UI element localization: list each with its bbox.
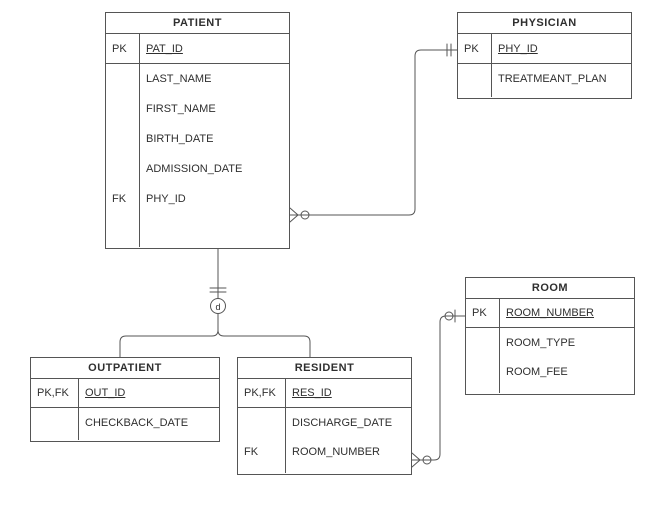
connector-isa-outpatient xyxy=(120,314,218,357)
key-cell: PK xyxy=(466,299,499,328)
key-cell: PK,FK xyxy=(238,379,285,408)
crowfoot-resident xyxy=(412,453,420,467)
key-cell: PK,FK xyxy=(31,379,78,408)
isa-completeness-bar xyxy=(210,288,226,292)
attr-column: RES_IDDISCHARGE_DATEROOM_NUMBER xyxy=(286,379,411,473)
entity-title: PHYSICIAN xyxy=(458,13,631,34)
isa-disjoint-symbol: d xyxy=(210,298,226,314)
key-cell xyxy=(106,124,139,154)
key-cell: FK xyxy=(106,184,139,214)
optional-circle-room xyxy=(445,312,453,320)
attr-cell: LAST_NAME xyxy=(140,64,289,94)
key-column: PK FK xyxy=(106,34,140,247)
entity-body: PK,FKOUT_IDCHECKBACK_DATE xyxy=(31,379,219,440)
entity-room: ROOMPKROOM_NUMBERROOM_TYPEROOM_FEE xyxy=(465,277,635,395)
optional-circle-patient xyxy=(301,211,309,219)
key-cell xyxy=(238,408,285,437)
key-cell xyxy=(31,408,78,437)
key-column: PK xyxy=(458,34,492,97)
connector-resident-room xyxy=(412,316,465,460)
attr-cell: OUT_ID xyxy=(79,379,219,408)
attr-cell: PAT_ID xyxy=(140,34,289,64)
entity-title: ROOM xyxy=(466,278,634,299)
attr-cell: ROOM_TYPE xyxy=(500,328,634,357)
entity-title: PATIENT xyxy=(106,13,289,34)
key-cell xyxy=(458,64,491,94)
key-cell xyxy=(466,328,499,357)
attr-cell: RES_ID xyxy=(286,379,411,408)
key-cell xyxy=(106,154,139,184)
attr-column: PHY_IDTREATMEANT_PLAN xyxy=(492,34,631,97)
key-cell xyxy=(106,94,139,124)
crowfoot-patient xyxy=(290,208,298,222)
attr-cell: DISCHARGE_DATE xyxy=(286,408,411,437)
attr-cell: ROOM_NUMBER xyxy=(286,437,411,466)
attr-column: OUT_IDCHECKBACK_DATE xyxy=(79,379,219,440)
attr-column: PAT_IDLAST_NAMEFIRST_NAMEBIRTH_DATEADMIS… xyxy=(140,34,289,247)
key-column: PK,FK FK xyxy=(238,379,286,473)
key-column: PK xyxy=(466,299,500,393)
connector-patient-physician xyxy=(290,50,457,215)
entity-outpatient: OUTPATIENTPK,FKOUT_IDCHECKBACK_DATE xyxy=(30,357,220,442)
optional-circle-resident xyxy=(423,456,431,464)
attr-cell: TREATMEANT_PLAN xyxy=(492,64,631,94)
attr-cell: ROOM_FEE xyxy=(500,357,634,386)
attr-cell: PHY_ID xyxy=(140,184,289,214)
entity-title: OUTPATIENT xyxy=(31,358,219,379)
entity-body: PKROOM_NUMBERROOM_TYPEROOM_FEE xyxy=(466,299,634,393)
entity-title: RESIDENT xyxy=(238,358,411,379)
mandatory-bar-physician xyxy=(447,44,451,56)
entity-patient: PATIENTPKFKPAT_IDLAST_NAMEFIRST_NAMEBIRT… xyxy=(105,12,290,249)
attr-cell: ROOM_NUMBER xyxy=(500,299,634,328)
key-cell: PK xyxy=(106,34,139,64)
attr-cell: PHY_ID xyxy=(492,34,631,64)
key-cell: FK xyxy=(238,437,285,466)
attr-cell: CHECKBACK_DATE xyxy=(79,408,219,437)
attr-cell: ADMISSION_DATE xyxy=(140,154,289,184)
entity-body: PKFKPAT_IDLAST_NAMEFIRST_NAMEBIRTH_DATEA… xyxy=(106,34,289,247)
er-diagram-canvas: d PATIENTPKFKPAT_IDLAST_NAMEFIRST_NAMEBI… xyxy=(0,0,651,511)
attr-cell: BIRTH_DATE xyxy=(140,124,289,154)
connector-isa-resident xyxy=(218,314,310,357)
key-cell: PK xyxy=(458,34,491,64)
attr-column: ROOM_NUMBERROOM_TYPEROOM_FEE xyxy=(500,299,634,393)
entity-body: PKPHY_IDTREATMEANT_PLAN xyxy=(458,34,631,97)
attr-cell: FIRST_NAME xyxy=(140,94,289,124)
entity-physician: PHYSICIANPKPHY_IDTREATMEANT_PLAN xyxy=(457,12,632,99)
key-cell xyxy=(466,357,499,386)
key-cell xyxy=(106,64,139,94)
entity-body: PK,FK FKRES_IDDISCHARGE_DATEROOM_NUMBER xyxy=(238,379,411,473)
key-column: PK,FK xyxy=(31,379,79,440)
entity-resident: RESIDENTPK,FK FKRES_IDDISCHARGE_DATEROOM_… xyxy=(237,357,412,475)
